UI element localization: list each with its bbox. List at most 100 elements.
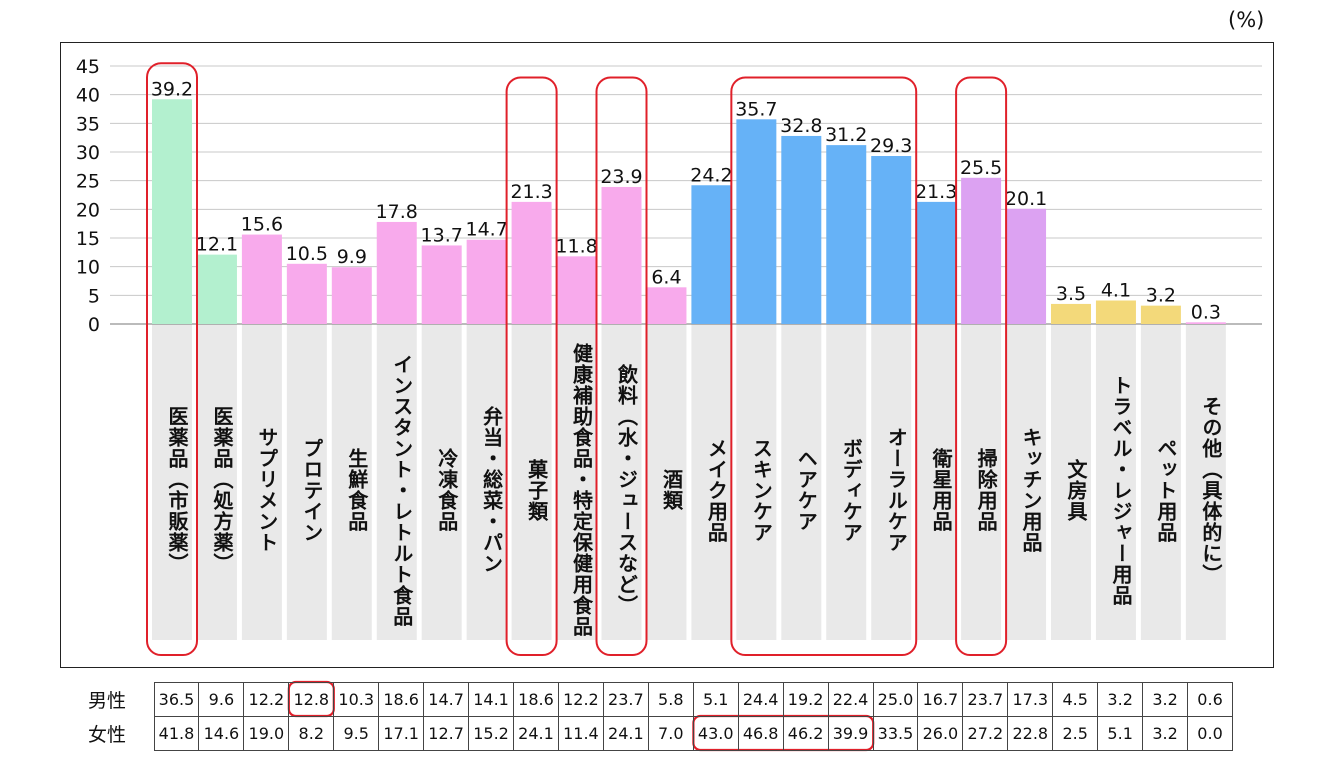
category-label: 冷凍食品 xyxy=(434,448,459,532)
bar xyxy=(1185,322,1226,324)
unit-label: (%) xyxy=(1228,8,1265,32)
data-label: 17.8 xyxy=(376,201,418,223)
bar xyxy=(196,254,237,324)
table-cell: 0.0 xyxy=(1187,716,1233,751)
table-cell: 24.4 xyxy=(737,682,784,717)
category-label: ペット用品 xyxy=(1153,437,1178,543)
category-label-box: 掃除用品 xyxy=(974,448,998,532)
category-label: メイク用品 xyxy=(704,437,729,543)
table-cell: 15.2 xyxy=(468,716,514,751)
table-cell: 22.8 xyxy=(1007,716,1054,751)
y-tick-label: 15 xyxy=(76,228,100,250)
category-label-background xyxy=(331,324,372,640)
category-label-background xyxy=(1185,324,1226,640)
highlight-outline xyxy=(505,76,558,656)
bar xyxy=(511,201,552,324)
category-label-box: オーラルケア xyxy=(884,427,909,553)
data-label: 3.2 xyxy=(1146,285,1176,307)
table-cell: 14.6 xyxy=(198,716,245,751)
table-cell: 2.5 xyxy=(1052,716,1099,751)
category-label: オーラルケア xyxy=(884,427,909,553)
bar xyxy=(331,267,372,324)
category-label-box: 冷凍食品 xyxy=(434,448,459,532)
data-label: 31.2 xyxy=(825,124,867,146)
category-label-background xyxy=(1140,324,1181,640)
table-cell: 16.7 xyxy=(917,682,964,717)
category-label-background xyxy=(916,324,957,640)
table-cell: 17.3 xyxy=(1007,682,1054,717)
table-cell: 14.1 xyxy=(468,682,514,717)
data-label: 35.7 xyxy=(735,98,777,120)
category-label-background xyxy=(1051,324,1091,640)
bar xyxy=(1006,208,1047,324)
table-cell: 18.6 xyxy=(513,682,559,717)
table-cell: 36.5 xyxy=(153,682,200,717)
table-row-header: 女性 xyxy=(88,724,127,746)
table-cell: 22.4 xyxy=(827,682,874,717)
bar xyxy=(286,263,327,324)
data-label: 29.3 xyxy=(870,135,912,157)
table-cell: 8.2 xyxy=(288,716,335,751)
table-row-header: 男性 xyxy=(88,690,127,712)
category-label-background xyxy=(961,324,1002,640)
category-label-box: 健康補助食品・特定保健用食品 xyxy=(570,343,594,637)
y-tick-label: 10 xyxy=(76,257,100,279)
table-cell: 4.5 xyxy=(1052,682,1099,717)
data-label: 21.3 xyxy=(510,181,552,203)
category-label-box: 文房具 xyxy=(1064,458,1088,522)
category-label-box: ペット用品 xyxy=(1153,437,1178,543)
bar xyxy=(871,156,912,324)
category-label-background xyxy=(511,324,552,640)
gender-breakdown-table: 男性 36.5 9.6 12.2 12.8 10.3 18.6 14.7 14.1 18.6 12.… xyxy=(84,682,1233,751)
category-label-box: 医薬品（処方薬） xyxy=(210,406,234,574)
bar xyxy=(736,119,777,324)
category-label-box: ヘアケア xyxy=(794,448,819,532)
category-label: スキンケア xyxy=(749,437,774,543)
category-label-background xyxy=(466,324,507,640)
data-label: 24.2 xyxy=(690,164,732,186)
data-label: 15.6 xyxy=(241,214,283,236)
category-label: 衛星用品 xyxy=(929,448,954,532)
category-label-box: その他（具体的に） xyxy=(1199,396,1223,585)
category-label: トラベル・レジャー用品 xyxy=(1108,374,1133,606)
category-label-background xyxy=(152,324,192,640)
table-cell: 24.1 xyxy=(513,716,559,751)
category-label-background xyxy=(286,324,327,640)
table-cell: 12.2 xyxy=(243,682,290,717)
category-label: ヘアケア xyxy=(794,448,819,532)
data-label: 12.1 xyxy=(196,234,238,256)
table-cell: 14.7 xyxy=(423,682,470,717)
category-label-box: 飲料（水・ジュースなど） xyxy=(614,364,639,616)
highlight-outline xyxy=(146,62,198,656)
category-label: 弁当・総菜・パン xyxy=(479,406,504,574)
chart-frame xyxy=(60,42,1274,668)
bar xyxy=(1051,303,1091,324)
category-label-background xyxy=(826,324,867,640)
category-label-box: 生鮮食品 xyxy=(345,448,369,532)
table-cell: 19.0 xyxy=(243,716,290,751)
y-tick-label: 5 xyxy=(88,285,100,307)
category-label-box: ボディケア xyxy=(839,438,863,543)
category-label-background xyxy=(1006,324,1047,640)
bar xyxy=(152,99,192,325)
bar xyxy=(826,145,867,324)
category-label: サプリメント xyxy=(254,427,279,553)
table-cell: 26.0 xyxy=(917,716,964,751)
table-cell: 27.2 xyxy=(962,716,1009,751)
data-label: 9.9 xyxy=(337,246,367,268)
category-label-background xyxy=(691,324,732,640)
table-cell: 3.2 xyxy=(1142,682,1189,717)
category-label-box: プロテイン xyxy=(300,438,324,543)
category-label: 飲料（水・ジュースなど） xyxy=(614,364,639,616)
bar xyxy=(241,234,282,324)
bar xyxy=(961,177,1002,324)
category-label-box: メイク用品 xyxy=(704,437,729,543)
category-label: 文房具 xyxy=(1064,458,1088,522)
table-cell: 10.3 xyxy=(333,682,380,717)
table-cell: 41.8 xyxy=(153,716,200,751)
bar xyxy=(556,256,597,324)
category-label: キッチン用品 xyxy=(1019,427,1044,553)
category-label-background xyxy=(736,324,777,640)
category-label-background xyxy=(646,324,687,640)
bar xyxy=(421,245,462,324)
